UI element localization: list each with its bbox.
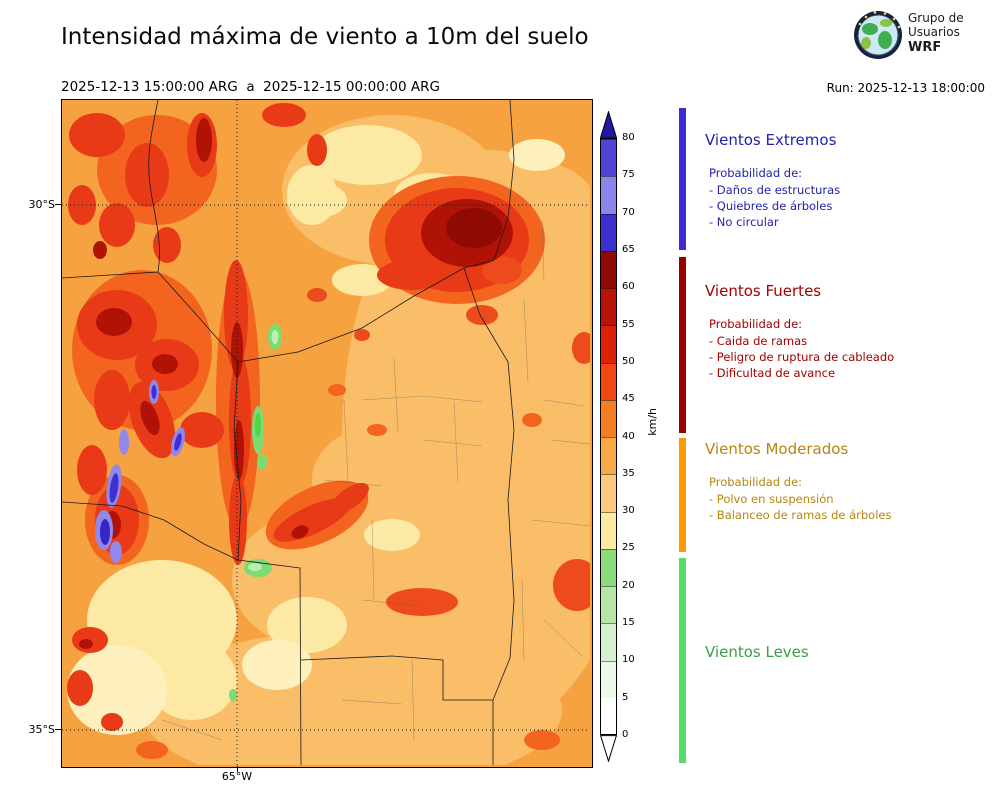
colorbar-segment — [601, 213, 616, 251]
colorbar-segment — [601, 250, 616, 288]
legend-prob-label: Probabilidad de: — [709, 475, 803, 489]
legend-prob-label: Probabilidad de: — [709, 166, 803, 180]
colorbar-tick-label: 75 — [622, 169, 635, 181]
colorbar-segment — [601, 325, 616, 363]
legend-item: - No circular — [709, 215, 779, 229]
wind-intensity-map — [61, 99, 593, 768]
legend-bar-moderados — [679, 438, 686, 552]
colorbar-tick-label: 40 — [622, 430, 635, 442]
colorbar-segments — [600, 138, 617, 735]
legend-bar-extremos — [679, 108, 686, 250]
legend-title-extremos: Vientos Extremos — [705, 131, 837, 149]
colorbar-tick-label: 80 — [622, 132, 635, 143]
colorbar-tick-label: 25 — [622, 542, 635, 554]
colorbar-segment — [601, 511, 616, 549]
legend-section-extremos: Vientos Extremos Probabilidad de: - Daño… — [705, 131, 990, 230]
legend-section-fuertes: Vientos Fuertes Probabilidad de: - Caida… — [705, 282, 990, 381]
colorbar-tick-label: 60 — [622, 281, 635, 293]
colorbar-segment — [601, 697, 616, 734]
colorbar-tick-label: 5 — [622, 691, 629, 703]
legend-section-moderados: Vientos Moderados Probabilidad de: - Pol… — [705, 440, 990, 523]
map-graphic — [62, 100, 590, 765]
colorbar-segment — [601, 548, 616, 586]
legend-title-moderados: Vientos Moderados — [705, 440, 849, 458]
legend-item: - Daños de estructuras — [709, 183, 841, 197]
wrf-globe-logo-icon — [852, 8, 904, 60]
colorbar-segment — [601, 660, 616, 698]
colorbar-segment — [601, 586, 616, 624]
legend-title-fuertes: Vientos Fuertes — [705, 282, 822, 300]
colorbar-arrow-up — [599, 110, 618, 142]
forecast-date-range: 2025-12-13 15:00:00 ARG a 2025-12-15 00:… — [61, 79, 440, 95]
y-tick-35s — [55, 729, 61, 730]
colorbar-tick-label: 0 — [622, 729, 629, 740]
legend-item: - Dificultad de avance — [709, 366, 836, 380]
colorbar-tick-label: 20 — [622, 579, 635, 591]
colorbar-segment — [601, 139, 616, 177]
legend-bar-fuertes — [679, 257, 686, 433]
legend-prob-label: Probabilidad de: — [709, 317, 803, 331]
legend-section-leves: Vientos Leves — [705, 643, 990, 661]
y-tick-30s — [55, 204, 61, 205]
colorbar-tick-label: 55 — [622, 318, 635, 330]
colorbar-tick-label: 65 — [622, 243, 635, 255]
logo-line2: Usuarios — [908, 25, 960, 39]
page-title: Intensidad máxima de viento a 10m del su… — [61, 24, 589, 50]
legend-item: - Peligro de ruptura de cableado — [709, 350, 895, 364]
colorbar-unit-label: km/h — [646, 408, 659, 436]
colorbar-segment — [601, 623, 616, 661]
legend-item: - Quiebres de árboles — [709, 199, 833, 213]
colorbar-arrow-down — [599, 735, 618, 766]
logo-line3: WRF — [908, 40, 942, 55]
legend-title-leves: Vientos Leves — [705, 643, 809, 661]
y-axis-label-35s: 35°S — [28, 723, 55, 736]
legend-item: - Balanceo de ramas de árboles — [709, 508, 892, 522]
logo-text: Grupo de Usuarios WRF — [908, 11, 964, 55]
colorbar-tick-label: 70 — [622, 206, 635, 218]
y-axis-label-30s: 30°S — [28, 198, 55, 211]
model-run-label: Run: 2025-12-13 18:00:00 — [826, 81, 985, 95]
colorbar-tick-label: 10 — [622, 654, 635, 666]
colorbar-segment — [601, 474, 616, 512]
colorbar-tick-label: 15 — [622, 617, 635, 629]
legend-item: - Polvo en suspensión — [709, 492, 834, 506]
colorbar-segment — [601, 362, 616, 400]
x-axis-label-65w: 65°W — [221, 770, 253, 783]
colorbar-segment — [601, 176, 616, 214]
logo-line1: Grupo de — [908, 11, 964, 25]
colorbar-tick-label: 30 — [622, 505, 635, 517]
colorbar-tick-label: 45 — [622, 393, 635, 405]
legend-bar-leves — [679, 558, 686, 763]
colorbar-segment — [601, 288, 616, 326]
colorbar-tick-label: 50 — [622, 355, 635, 367]
colorbar-ticks: 0 5 10 15 20 25 30 35 40 45 50 55 60 65 70 75 80 — [622, 133, 648, 740]
colorbar-tick-label: 35 — [622, 467, 635, 479]
colorbar-segment — [601, 437, 616, 475]
x-tick-65w — [237, 766, 238, 772]
legend-item: - Caida de ramas — [709, 334, 808, 348]
colorbar-segment — [601, 399, 616, 437]
